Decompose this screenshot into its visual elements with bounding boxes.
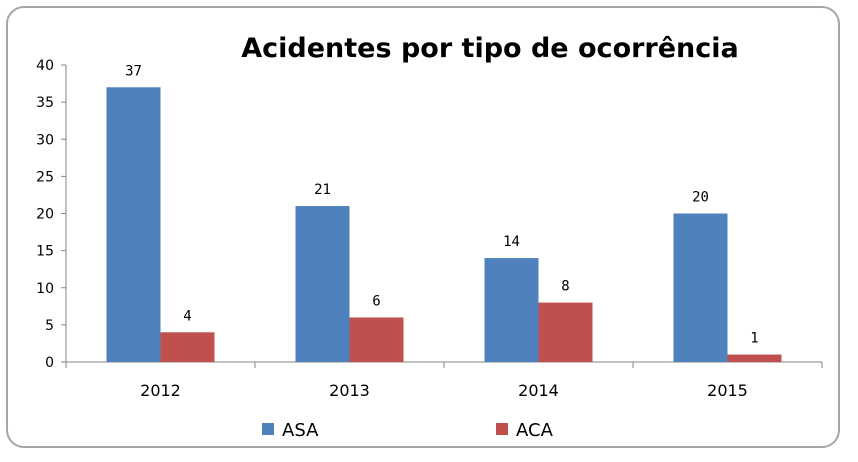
y-tick-label: 10 [36,281,54,297]
y-tick-label: 15 [36,244,54,260]
bar-asa-2013 [295,206,350,362]
x-category-label: 2014 [518,381,559,400]
data-label-asa-2014: 14 [503,234,520,250]
legend: ASA ACA [262,420,554,441]
legend-label-aca: ACA [516,420,554,441]
data-label-asa-2012: 37 [125,63,142,79]
data-label-asa-2015: 20 [692,190,709,206]
x-category-label: 2015 [707,381,748,400]
y-tick-label: 35 [36,95,54,111]
data-labels: 37 4 21 6 14 8 20 1 [125,63,759,346]
bar-aca-2013 [349,317,404,362]
y-tick-label: 0 [45,355,54,371]
bar-asa-2014 [484,258,539,362]
bar-aca-2014 [538,302,593,362]
legend-swatch-aca [496,423,508,435]
bar-aca-2015 [727,354,782,362]
bar-aca-2012 [160,332,215,362]
y-tick-label: 30 [36,132,54,148]
data-label-aca-2015: 1 [750,331,758,347]
bar-asa-2015 [673,213,728,362]
data-label-aca-2012: 4 [183,308,191,324]
legend-label-asa: ASA [282,420,319,441]
x-category-label: 2012 [140,381,181,400]
bar-asa-2012 [106,87,161,363]
y-tick-label: 25 [36,169,54,185]
bars [106,87,782,363]
data-label-asa-2013: 21 [314,182,331,198]
x-category-label: 2013 [329,381,370,400]
legend-swatch-asa [262,423,274,435]
y-tick-label: 20 [36,207,54,223]
y-tick-label: 5 [45,318,54,334]
data-label-aca-2013: 6 [372,293,380,309]
y-tick-label: 40 [36,58,54,74]
chart-title: Acidentes por tipo de ocorrência [241,33,739,64]
data-label-aca-2014: 8 [561,279,569,295]
